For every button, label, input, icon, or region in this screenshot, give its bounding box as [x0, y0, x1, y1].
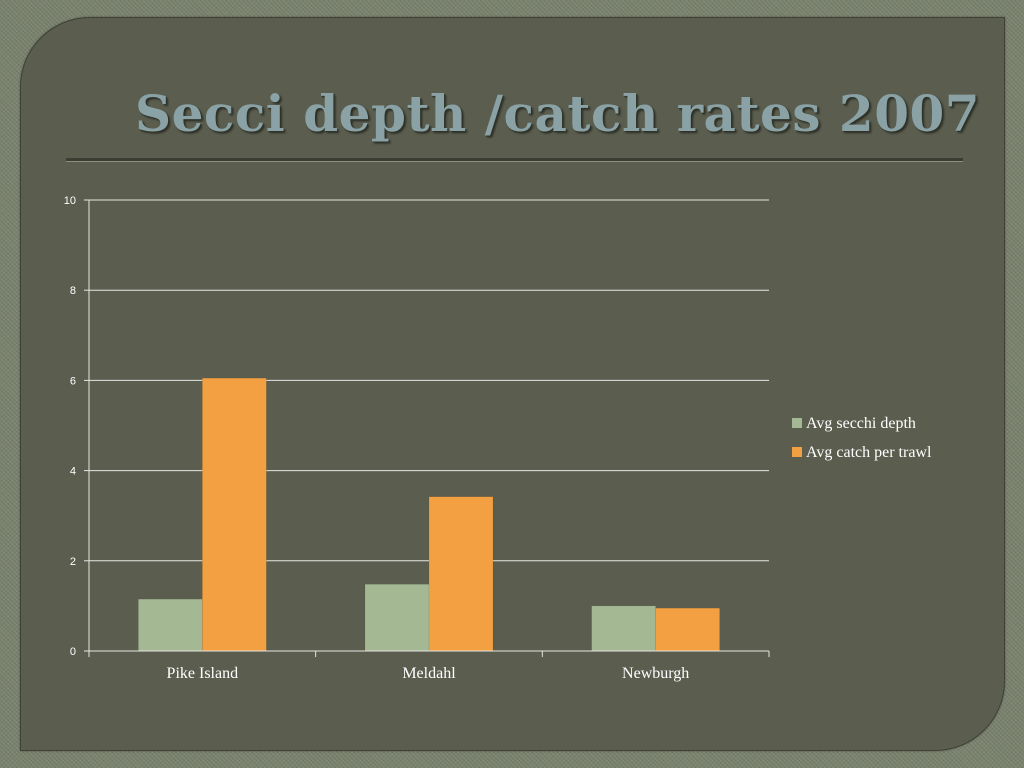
- legend-label: Avg secchi depth: [806, 415, 916, 432]
- x-category-label: Pike Island: [167, 665, 239, 682]
- bar-secchi-depth: [591, 605, 656, 652]
- legend: Avg secchi depth Avg catch per trawl: [792, 415, 932, 461]
- y-tick-label: 10: [64, 195, 76, 207]
- axis-labels: 0 2 4 6 8 10 Pike Island Meldahl Newburgh: [64, 195, 690, 682]
- y-tick-label: 4: [70, 466, 76, 478]
- bars: [138, 377, 720, 652]
- bar-secchi-depth: [364, 584, 430, 652]
- y-tick-label: 2: [70, 556, 76, 568]
- bar-catch-per-trawl: [428, 496, 494, 652]
- x-category-label: Meldahl: [402, 665, 456, 682]
- bar-secchi-depth: [138, 598, 203, 652]
- y-tick-label: 6: [70, 375, 76, 387]
- legend-swatch: [792, 418, 802, 428]
- bar-catch-per-trawl: [202, 377, 267, 652]
- y-tick-label: 8: [70, 285, 76, 297]
- legend-label: Avg catch per trawl: [806, 444, 932, 461]
- axes: [84, 199, 770, 657]
- slide-title: Secci depth /catch rates 2007: [135, 84, 981, 143]
- x-category-label: Newburgh: [622, 665, 689, 682]
- legend-swatch: [792, 447, 802, 457]
- title-divider: [66, 158, 963, 162]
- bar-catch-per-trawl: [655, 607, 720, 652]
- y-tick-label: 0: [70, 646, 76, 658]
